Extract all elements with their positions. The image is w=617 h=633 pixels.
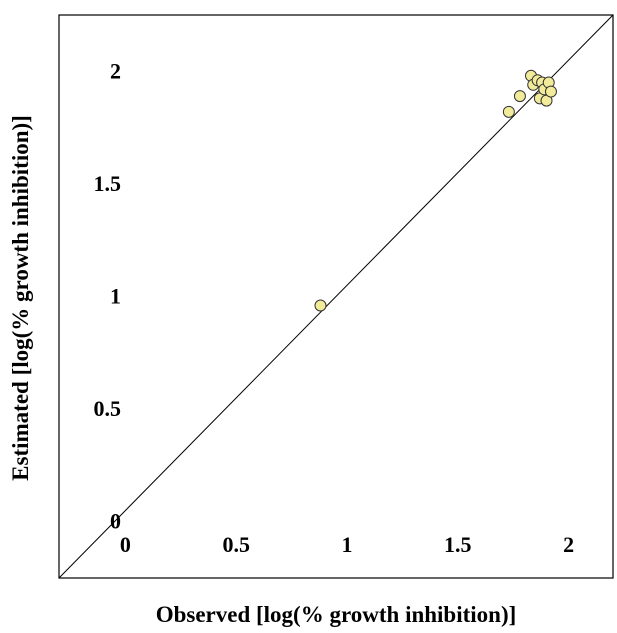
x-tick-label-3: 1.5 [444, 532, 472, 557]
x-tick-label-0: 0 [120, 532, 131, 557]
x-tick-label-1: 0.5 [222, 532, 250, 557]
identity-reference-line [58, 14, 614, 579]
y-tick-label-4: 2 [110, 58, 121, 83]
y-axis-title: Estimated [log(% growth inhibition)] [8, 115, 33, 481]
x-tick-labels: 0 0.5 1 1.5 2 [120, 532, 574, 557]
data-point-11 [544, 85, 557, 98]
y-tick-label-3: 1.5 [94, 171, 122, 196]
data-point-2 [513, 90, 526, 103]
data-point-1 [502, 105, 515, 118]
y-tick-label-0: 0 [110, 509, 121, 534]
x-axis-title: Observed [log(% growth inhibition)] [156, 602, 517, 627]
x-tick-label-2: 1 [342, 532, 353, 557]
data-points [314, 69, 557, 312]
y-tick-labels: 0 0.5 1 1.5 2 [94, 58, 122, 533]
x-tick-label-4: 2 [563, 532, 574, 557]
data-point-0 [314, 299, 327, 312]
plot-frame [58, 14, 614, 579]
y-tick-label-2: 1 [110, 284, 121, 309]
y-tick-label-1: 0.5 [94, 396, 122, 421]
